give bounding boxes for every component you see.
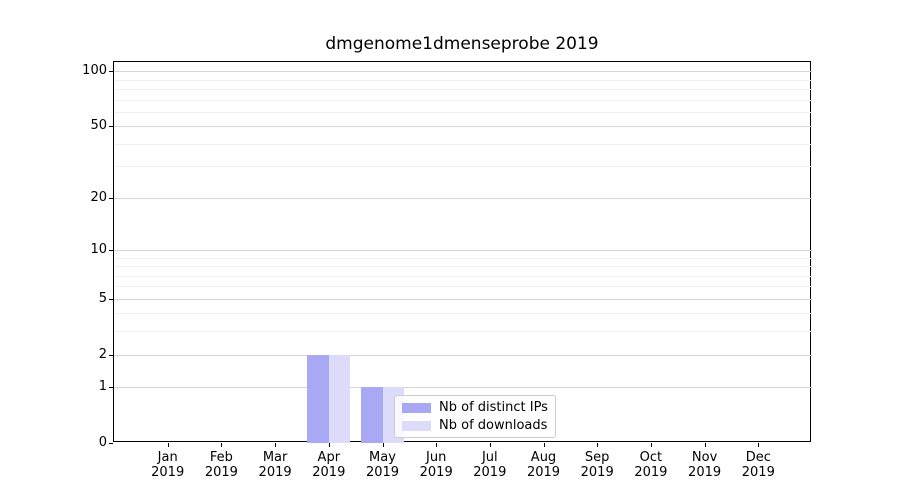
x-tick-month: Sep: [584, 450, 610, 465]
y-tick-label-100: 100: [82, 63, 107, 79]
x-tick-mark-apr: [328, 443, 330, 447]
x-tick-year: 2019: [741, 465, 775, 480]
x-tick-year: 2019: [365, 465, 400, 480]
y-tick-label-20: 20: [90, 189, 107, 205]
x-tick-month: Jan: [157, 450, 178, 465]
minor-gridline-y-70: [114, 99, 812, 101]
x-tick-mark-sep: [597, 443, 599, 447]
x-tick-year: 2019: [526, 465, 561, 480]
minor-gridline-y-30: [114, 166, 812, 168]
minor-gridline-y-60: [114, 111, 812, 113]
plot-area: 0 1 2 5 10 20 50 100 Jan 2019 Feb 2019 Mar 2019 Apr 201…: [82, 61, 812, 480]
y-tick-mark-1: [109, 387, 113, 389]
x-tick-mark-jun: [436, 443, 438, 447]
legend-label-distinct-ips: Nb of distinct IPs: [439, 400, 548, 415]
y-tick-mark-2: [109, 354, 113, 356]
minor-gridline-y-6: [114, 286, 812, 288]
minor-gridline-y-90: [114, 79, 812, 81]
x-tick-year: 2019: [580, 465, 614, 480]
x-tick-label-jan: Jan 2019: [138, 450, 198, 480]
x-tick-year: 2019: [688, 465, 722, 480]
x-tick-label-mar: Mar 2019: [245, 450, 305, 480]
x-tick-mark-nov: [704, 443, 706, 447]
x-tick-mark-may: [382, 443, 384, 447]
minor-gridline-y-4: [114, 313, 812, 315]
legend-entry-downloads: Nb of downloads: [402, 418, 548, 433]
x-tick-year: 2019: [258, 465, 292, 480]
major-gridline-y-50: [114, 126, 812, 128]
y-tick-label-5: 5: [98, 290, 107, 306]
x-tick-month: Jun: [426, 450, 447, 465]
x-tick-mark-jul: [489, 443, 491, 447]
x-tick-label-dec: Dec 2019: [728, 450, 788, 480]
x-tick-mark-feb: [221, 443, 223, 447]
major-gridline-y-2: [114, 354, 812, 356]
x-tick-year: 2019: [419, 465, 453, 480]
major-gridline-y-10: [114, 249, 812, 251]
x-tick-month: Aug: [530, 450, 557, 465]
y-tick-label-10: 10: [90, 241, 107, 257]
bar-may-distinct-ips: [361, 387, 383, 443]
x-tick-month: Feb: [209, 450, 233, 465]
y-tick-mark-20: [109, 197, 113, 199]
minor-gridline-y-7: [114, 275, 812, 277]
x-tick-label-jun: Jun 2019: [406, 450, 466, 480]
x-tick-label-sep: Sep 2019: [567, 450, 627, 480]
y-tick-mark-5: [109, 298, 113, 300]
y-tick-label-2: 2: [98, 346, 107, 362]
x-tick-year: 2019: [473, 465, 507, 480]
x-tick-mark-jan: [167, 443, 169, 447]
y-tick-mark-100: [109, 71, 113, 73]
plot-inner: 0 1 2 5 10 20 50 100 Jan 2019 Feb 2019 Mar 2019 Apr 201…: [82, 62, 812, 480]
x-tick-mark-aug: [543, 443, 545, 447]
x-tick-mark-mar: [275, 443, 277, 447]
bar-apr-downloads: [328, 354, 351, 443]
x-tick-month: Apr: [317, 450, 341, 465]
y-tick-mark-50: [109, 126, 113, 128]
minor-gridline-y-9: [114, 257, 812, 259]
y-tick-mark-10: [109, 249, 113, 251]
x-tick-month: Nov: [691, 450, 718, 465]
x-tick-label-apr: Apr 2019: [299, 450, 359, 480]
x-tick-month: Jul: [481, 450, 498, 465]
x-tick-year: 2019: [151, 465, 185, 480]
x-tick-label-oct: Oct 2019: [621, 450, 681, 480]
x-tick-year: 2019: [634, 465, 668, 480]
legend-label-downloads: Nb of downloads: [439, 418, 548, 433]
x-tick-month: Oct: [639, 450, 663, 465]
bar-apr-distinct-ips: [307, 354, 329, 443]
x-tick-label-nov: Nov 2019: [675, 450, 735, 480]
x-tick-label-may: May 2019: [353, 450, 413, 480]
legend-swatch-downloads: [402, 420, 431, 431]
minor-gridline-y-80: [114, 89, 812, 90]
major-gridline-y-100: [114, 71, 812, 73]
y-tick-mark-0: [109, 443, 113, 444]
major-gridline-y-20: [114, 197, 812, 199]
legend-entry-distinct-ips: Nb of distinct IPs: [402, 400, 548, 415]
legend-swatch-distinct-ips: [402, 402, 431, 413]
x-tick-year: 2019: [204, 465, 238, 480]
chart-title: dmgenome1dmenseprobe 2019: [325, 34, 599, 54]
minor-gridline-y-8: [114, 266, 812, 267]
y-tick-label-50: 50: [90, 118, 107, 134]
y-tick-label-0: 0: [98, 435, 107, 450]
minor-gridline-y-3: [114, 331, 812, 333]
x-tick-month: Dec: [745, 450, 771, 465]
x-tick-mark-dec: [758, 443, 760, 447]
x-tick-label-jul: Jul 2019: [460, 450, 520, 480]
x-tick-year: 2019: [312, 465, 346, 480]
y-tick-label-1: 1: [98, 379, 107, 395]
major-gridline-y-5: [114, 298, 812, 300]
x-tick-month: Mar: [262, 450, 288, 465]
x-tick-label-feb: Feb 2019: [191, 450, 251, 480]
x-tick-month: May: [369, 450, 396, 465]
major-gridline-y-1: [114, 387, 812, 389]
x-tick-mark-oct: [650, 443, 652, 447]
minor-gridline-y-40: [114, 143, 812, 145]
legend: Nb of distinct IPs Nb of downloads: [394, 395, 556, 438]
x-tick-label-aug: Aug 2019: [514, 450, 574, 480]
